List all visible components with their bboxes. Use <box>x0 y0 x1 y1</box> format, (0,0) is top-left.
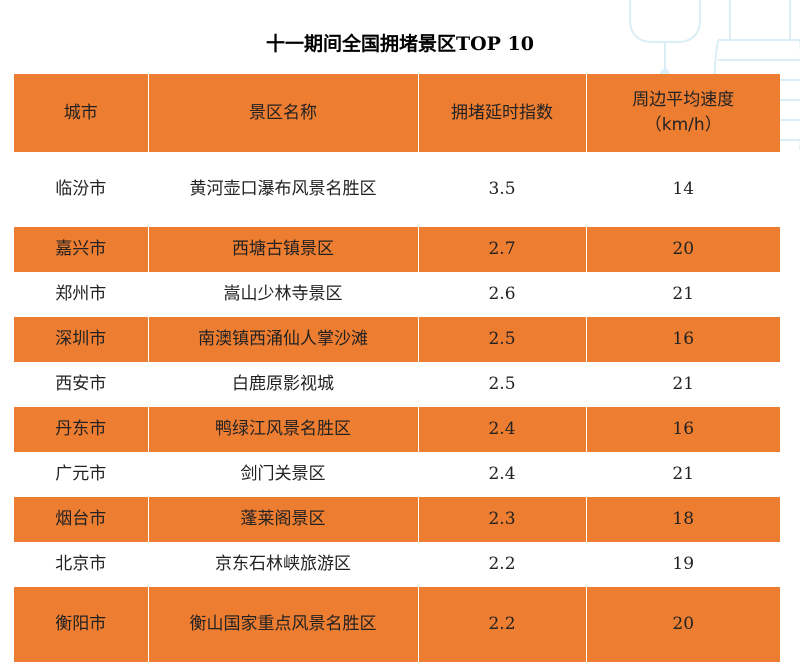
header-scenic-name: 景区名称 <box>148 74 419 152</box>
cell-delay-index: 2.2 <box>418 587 587 662</box>
cell-delay-index: 2.4 <box>418 407 587 452</box>
cell-city: 北京市 <box>14 542 149 587</box>
table-row: 西安市 白鹿原影视城 2.5 21 <box>14 362 780 407</box>
table-row: 北京市 京东石林峡旅游区 2.2 19 <box>14 542 780 587</box>
cell-city: 深圳市 <box>14 317 149 362</box>
header-city: 城市 <box>14 74 149 152</box>
cell-city: 临汾市 <box>14 152 149 227</box>
cell-avg-speed: 21 <box>586 362 780 407</box>
cell-scenic-name: 白鹿原影视城 <box>148 362 419 407</box>
table-row: 临汾市 黄河壶口瀑布风景名胜区 3.5 14 <box>14 152 780 227</box>
cell-city: 烟台市 <box>14 497 149 542</box>
cell-delay-index: 2.5 <box>418 362 587 407</box>
header-avg-speed: 周边平均速度 （km/h） <box>586 74 780 152</box>
cell-delay-index: 2.5 <box>418 317 587 362</box>
cell-delay-index: 2.2 <box>418 542 587 587</box>
cell-city: 西安市 <box>14 362 149 407</box>
header-delay-index: 拥堵延时指数 <box>418 74 587 152</box>
table-row: 衡阳市 衡山国家重点风景名胜区 2.2 20 <box>14 587 780 662</box>
cell-city: 丹东市 <box>14 407 149 452</box>
cell-avg-speed: 16 <box>586 317 780 362</box>
page-title: 十一期间全国拥堵景区TOP 10 <box>265 33 535 55</box>
cell-city: 广元市 <box>14 452 149 497</box>
table-row: 丹东市 鸭绿江风景名胜区 2.4 16 <box>14 407 780 452</box>
cell-city: 郑州市 <box>14 272 149 317</box>
cell-scenic-name: 鸭绿江风景名胜区 <box>148 407 419 452</box>
cell-city: 嘉兴市 <box>14 227 149 272</box>
cell-avg-speed: 14 <box>586 152 780 227</box>
cell-avg-speed: 18 <box>586 497 780 542</box>
cell-scenic-name: 衡山国家重点风景名胜区 <box>148 587 419 662</box>
header-avg-speed-unit: （km/h） <box>644 115 722 135</box>
cell-scenic-name: 京东石林峡旅游区 <box>148 542 419 587</box>
cell-scenic-name: 黄河壶口瀑布风景名胜区 <box>148 152 419 227</box>
cell-scenic-name: 南澳镇西涌仙人掌沙滩 <box>148 317 419 362</box>
cell-delay-index: 2.7 <box>418 227 587 272</box>
congestion-table: 城市 景区名称 拥堵延时指数 周边平均速度 （km/h） 临汾市 黄河壶口瀑布风景… <box>14 74 780 662</box>
table-row: 深圳市 南澳镇西涌仙人掌沙滩 2.5 16 <box>14 317 780 362</box>
cell-scenic-name: 蓬莱阁景区 <box>148 497 419 542</box>
table-row: 广元市 剑门关景区 2.4 21 <box>14 452 780 497</box>
cell-scenic-name: 剑门关景区 <box>148 452 419 497</box>
cell-avg-speed: 20 <box>586 227 780 272</box>
cell-delay-index: 3.5 <box>418 152 587 227</box>
cell-scenic-name: 西塘古镇景区 <box>148 227 419 272</box>
header-avg-speed-label: 周边平均速度 <box>632 90 735 110</box>
cell-city: 衡阳市 <box>14 587 149 662</box>
cell-avg-speed: 21 <box>586 272 780 317</box>
cell-delay-index: 2.4 <box>418 452 587 497</box>
cell-delay-index: 2.6 <box>418 272 587 317</box>
cell-avg-speed: 19 <box>586 542 780 587</box>
table-row: 郑州市 嵩山少林寺景区 2.6 21 <box>14 272 780 317</box>
cell-delay-index: 2.3 <box>418 497 587 542</box>
table-header-row: 城市 景区名称 拥堵延时指数 周边平均速度 （km/h） <box>14 74 780 152</box>
cell-avg-speed: 16 <box>586 407 780 452</box>
cell-avg-speed: 21 <box>586 452 780 497</box>
table-row: 嘉兴市 西塘古镇景区 2.7 20 <box>14 227 780 272</box>
cell-avg-speed: 20 <box>586 587 780 662</box>
cell-scenic-name: 嵩山少林寺景区 <box>148 272 419 317</box>
table-row: 烟台市 蓬莱阁景区 2.3 18 <box>14 497 780 542</box>
